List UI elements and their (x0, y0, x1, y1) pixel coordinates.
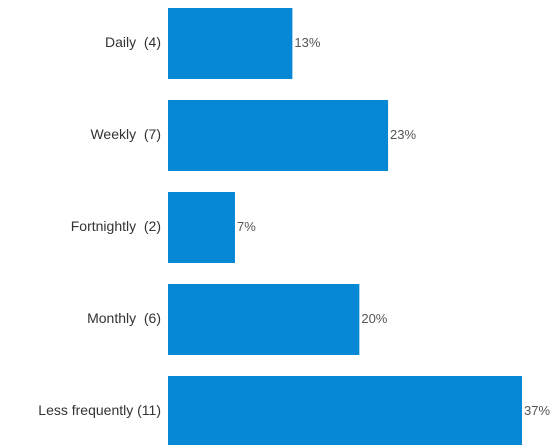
category-label: Fortnightly (2) (71, 218, 161, 234)
value-label: 20% (361, 311, 387, 326)
category-label: Less frequently (11) (38, 402, 161, 418)
category-label: Weekly (7) (90, 126, 161, 142)
bar (168, 100, 389, 171)
bar (168, 284, 360, 355)
value-label: 7% (237, 219, 256, 234)
bar (168, 376, 522, 445)
value-label: 23% (390, 127, 416, 142)
value-label: 37% (524, 403, 550, 418)
category-label: Monthly (6) (87, 310, 161, 326)
value-label: 13% (294, 35, 320, 50)
bar (168, 8, 293, 79)
category-label: Daily (4) (105, 34, 161, 50)
bar (168, 192, 235, 263)
